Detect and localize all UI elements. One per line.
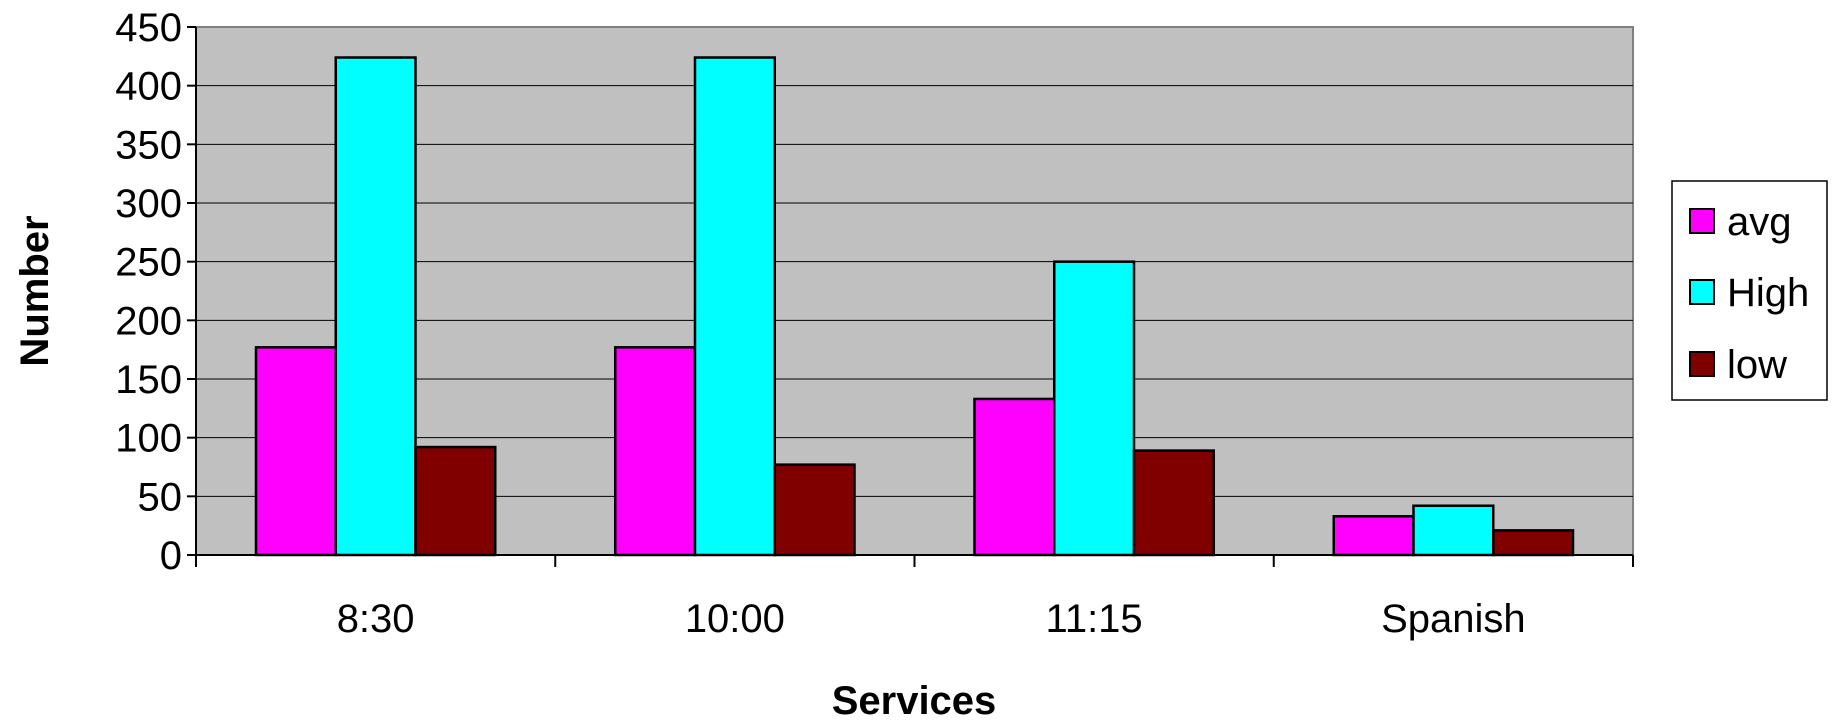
legend-label-low: low [1727,343,1787,387]
bar-avg-3 [1332,515,1415,557]
bar-avg-0 [254,346,337,557]
y-tick-label: 150 [115,358,182,402]
x-tick-label: 11:15 [1046,597,1143,641]
bar-avg-2 [973,397,1056,557]
y-axis-ticks: 0 50 100 150 200 250 300 350 400 450 [115,6,196,578]
y-tick-label: 250 [115,241,182,285]
bar-high-2 [1052,260,1136,557]
bar-low-3 [1492,529,1575,557]
y-tick-label: 300 [115,182,182,226]
x-axis-title: Services [832,679,997,721]
legend-label-avg: avg [1727,200,1792,244]
bars [254,56,1575,557]
legend: avg High low [1671,180,1828,401]
bar-avg-1 [613,346,697,557]
x-axis-ticks: 8:30 10:00 11:15 Spanish [195,555,1634,641]
y-axis-title: Number [13,215,57,366]
legend-swatch-high [1689,279,1715,305]
y-tick-label: 350 [115,123,182,167]
y-tick-label: 450 [115,6,182,50]
legend-swatch-avg [1689,208,1715,234]
y-tick-label: 200 [115,299,182,343]
y-tick-label: 0 [160,534,182,578]
legend-swatch-low [1689,351,1715,377]
y-tick-label: 50 [138,475,183,519]
x-tick-label: 8:30 [337,597,415,641]
y-tick-label: 400 [115,65,182,109]
bar-low-0 [414,445,497,557]
y-tick-label: 100 [115,417,182,461]
bar-low-2 [1132,449,1216,557]
legend-label-high: High [1727,271,1809,315]
bar-low-1 [773,463,856,557]
bar-high-1 [693,56,777,557]
bar-high-0 [334,56,417,557]
x-tick-label: Spanish [1381,597,1526,641]
bar-high-3 [1412,504,1495,557]
x-tick-label: 10:00 [685,597,785,641]
